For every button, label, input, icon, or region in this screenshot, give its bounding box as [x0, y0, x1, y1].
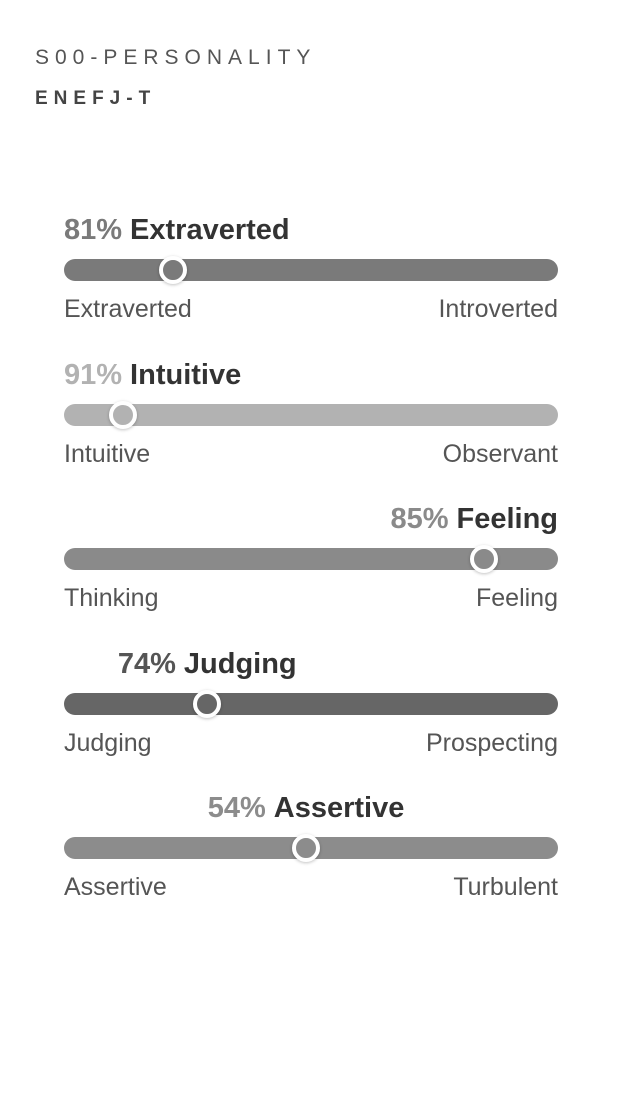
trait-slider-track[interactable]	[64, 548, 558, 570]
trait-slider-track[interactable]	[64, 693, 558, 715]
trait-name: Judging	[183, 648, 297, 680]
trait-name: Extraverted	[130, 214, 290, 246]
trait-right-label: Feeling	[476, 584, 558, 612]
personality-type-code: ENEFJ-T	[35, 88, 157, 109]
trait-slider-knob[interactable]	[292, 834, 321, 862]
trait-percent: 85%	[390, 503, 449, 535]
trait-right-label: Observant	[442, 440, 558, 468]
trait-slider-knob[interactable]	[469, 545, 498, 573]
trait-left-label: Extraverted	[64, 295, 192, 323]
trait-left-label: Assertive	[64, 873, 167, 901]
trait-left-label: Thinking	[64, 584, 159, 612]
trait-left-label: Intuitive	[64, 440, 151, 468]
trait-name: Intuitive	[130, 359, 242, 391]
trait-intuitive: 91% Intuitive Intuitive Observant	[64, 357, 558, 487]
trait-name: Feeling	[456, 503, 558, 535]
trait-percent: 54%	[207, 792, 266, 824]
trait-percent: 81%	[63, 214, 123, 246]
trait-heading: 91% Intuitive	[64, 357, 241, 393]
trait-slider-knob[interactable]	[193, 690, 222, 718]
trait-heading: 81% Extraverted	[64, 212, 290, 248]
trait-right-label: Prospecting	[425, 729, 558, 757]
trait-name: Assertive	[273, 792, 405, 824]
trait-percent: 74%	[117, 648, 176, 680]
trait-slider-track[interactable]	[64, 404, 558, 426]
trait-extraverted: 81% Extraverted Extraverted Introverted	[64, 212, 558, 342]
page-header: S00-PERSONALITY ENEFJ-T	[35, 46, 316, 110]
trait-slider-track[interactable]	[64, 259, 558, 281]
trait-left-label: Judging	[64, 729, 152, 757]
trait-slider-knob[interactable]	[158, 256, 187, 284]
trait-feeling: 85% Feeling Thinking Feeling	[64, 501, 558, 631]
trait-heading: 85% Feeling	[390, 501, 558, 537]
trait-percent: 91%	[64, 359, 123, 391]
trait-heading: 74% Judging	[118, 646, 297, 682]
app-title: S00-PERSONALITY	[35, 46, 317, 69]
trait-assertive: 54% Assertive Assertive Turbulent	[64, 790, 558, 920]
trait-right-label: Introverted	[438, 295, 558, 323]
trait-right-label: Turbulent	[453, 873, 558, 901]
trait-judging: 74% Judging Judging Prospecting	[64, 646, 558, 776]
trait-heading: 54% Assertive	[208, 790, 405, 826]
trait-slider-knob[interactable]	[109, 401, 138, 429]
